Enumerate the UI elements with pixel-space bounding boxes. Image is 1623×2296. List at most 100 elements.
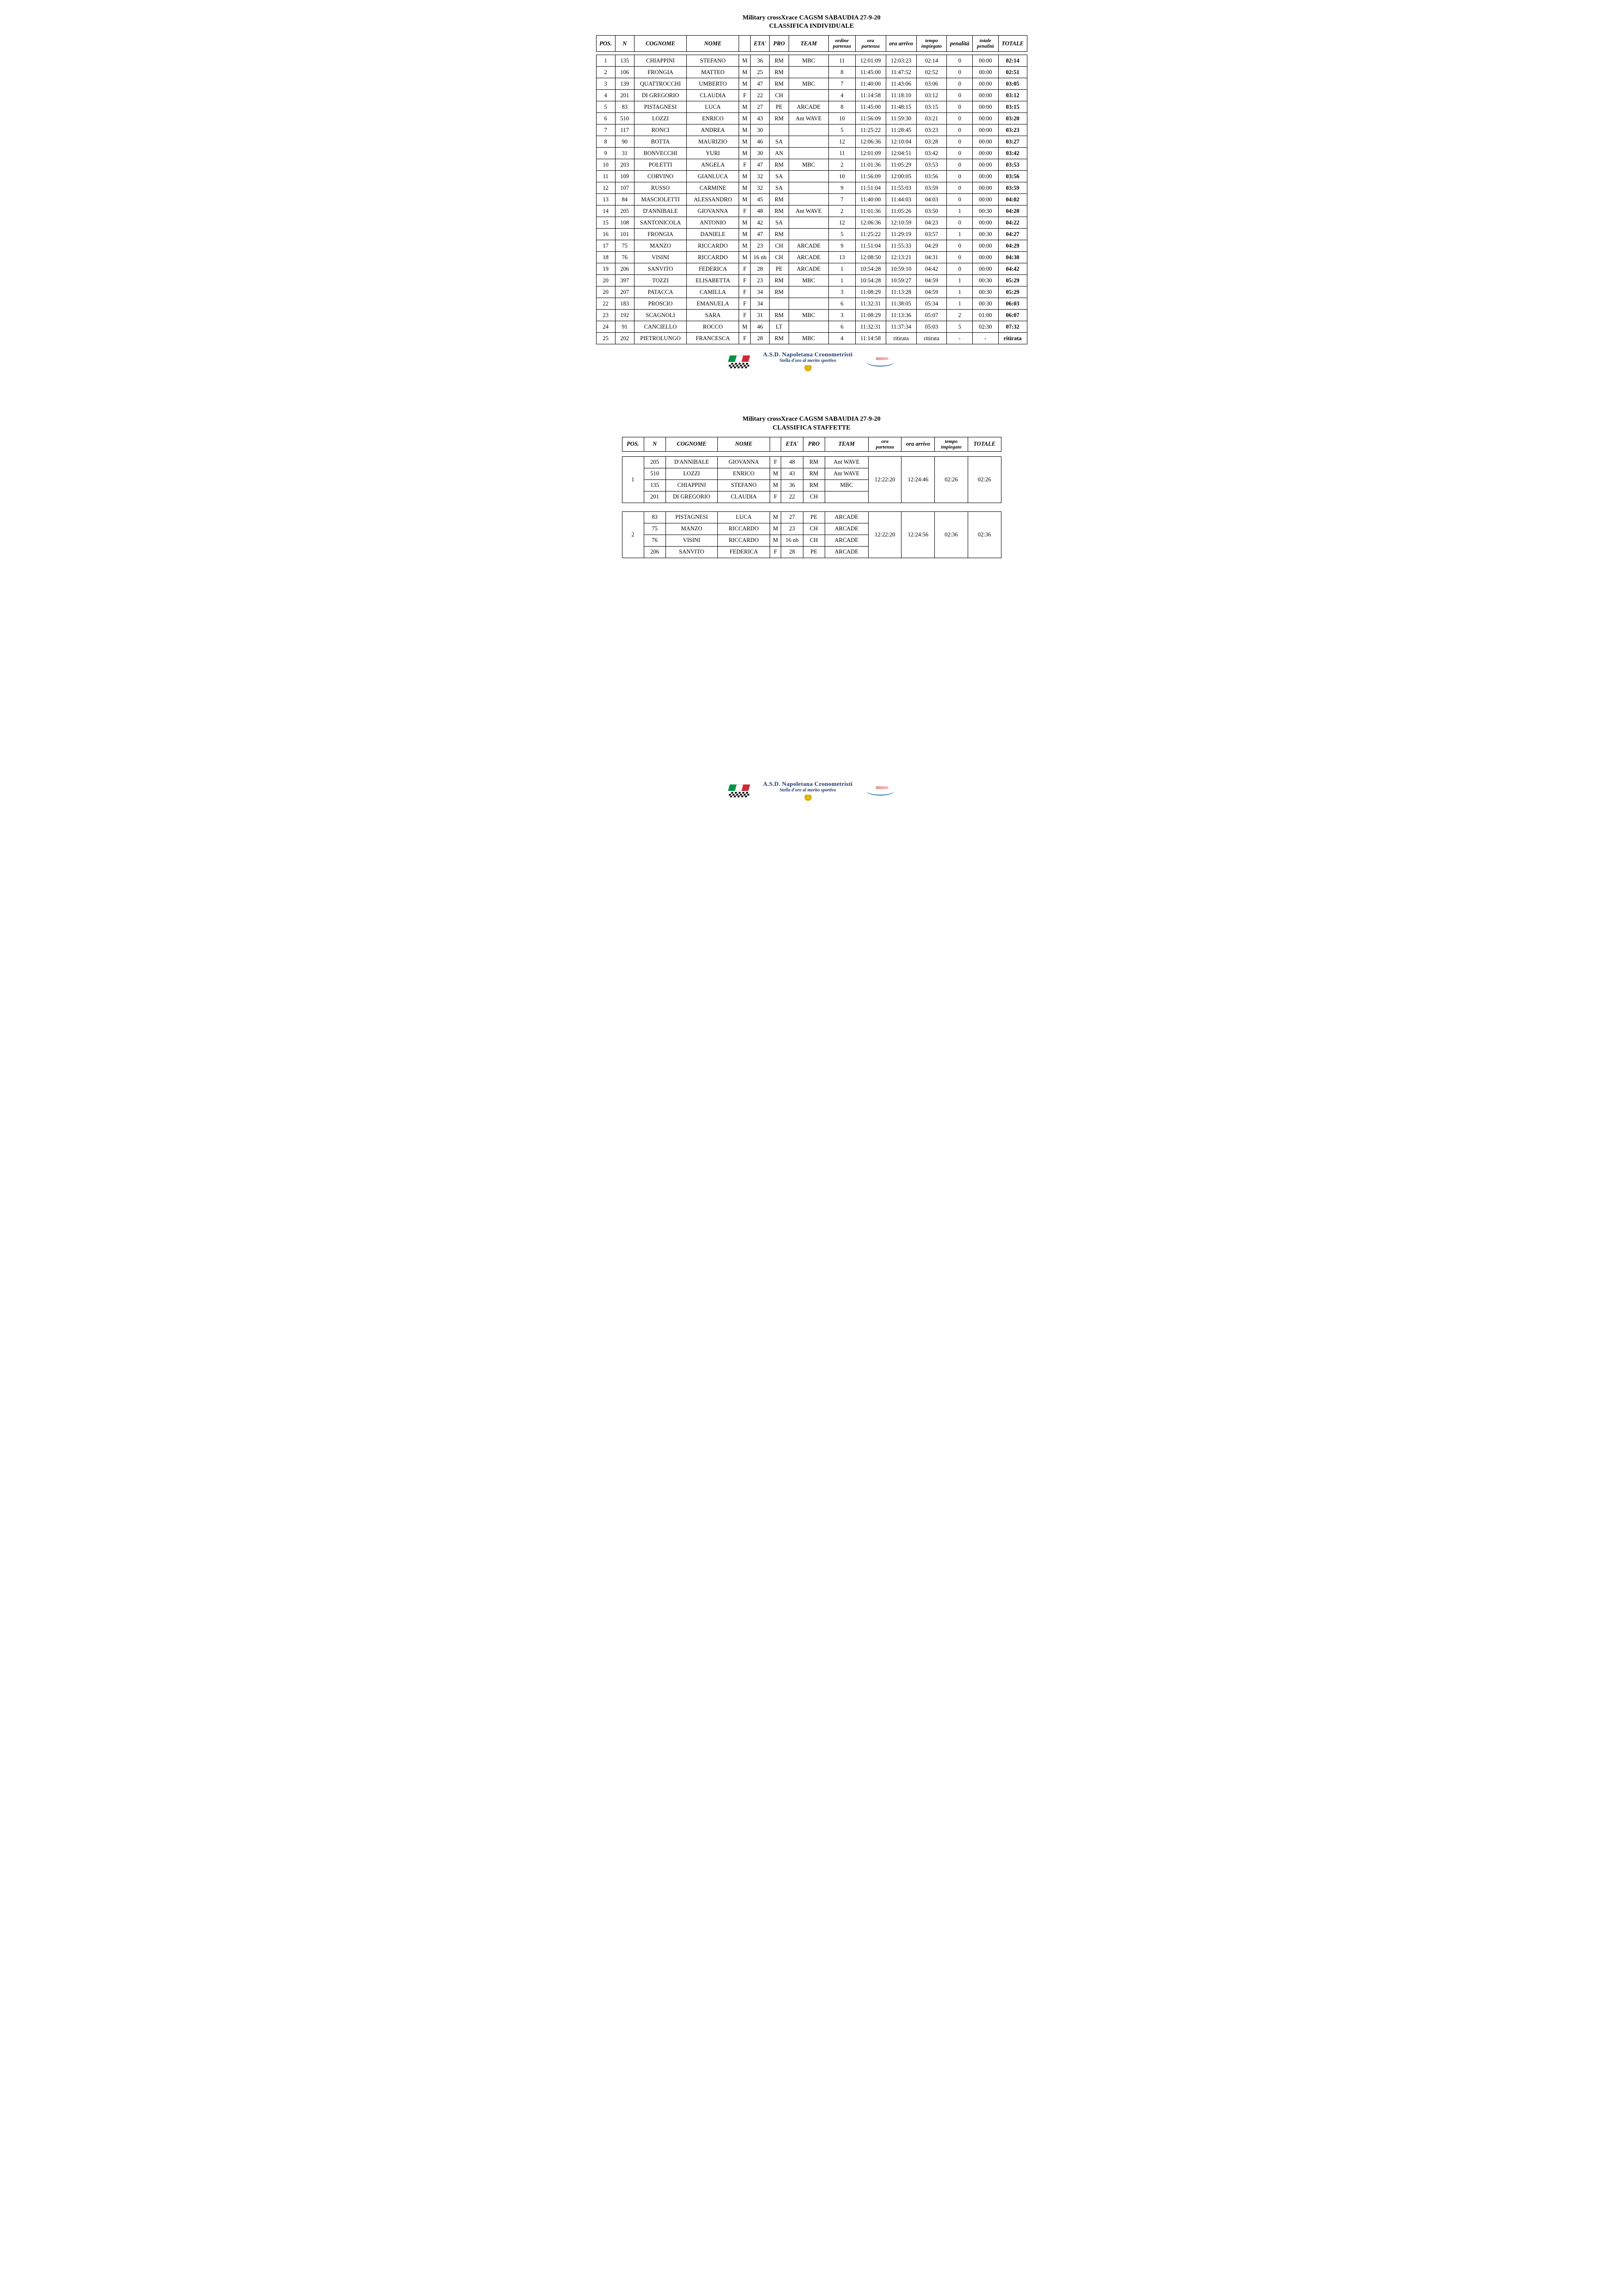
cell: 05:29 [998, 286, 1027, 298]
cell [789, 171, 829, 182]
col-header [739, 36, 751, 52]
cell: 45 [751, 194, 770, 205]
cell: 6 [829, 321, 856, 333]
cell: 11:08:29 [855, 286, 886, 298]
cell: 03:15 [916, 101, 947, 113]
table-row: 25202PIETROLUNGOFRANCESCAF28RMMBC411:14:… [596, 333, 1027, 344]
cell: 13 [596, 194, 615, 205]
cell: MANZO [665, 523, 718, 535]
cell: M [739, 148, 751, 159]
cell: 03:57 [916, 229, 947, 240]
cell: MBC [789, 159, 829, 171]
cell: ENRICO [687, 113, 739, 124]
cell: 03:23 [998, 124, 1027, 136]
cell: 0 [947, 148, 973, 159]
cell: CANCIELLO [634, 321, 686, 333]
cell: M [739, 78, 751, 90]
cell: CHIAPPINI [665, 479, 718, 491]
cell: 03:28 [916, 136, 947, 148]
cell: 3 [829, 286, 856, 298]
cell: ELISABETTA [687, 275, 739, 286]
cell: M [770, 479, 781, 491]
cell: 101 [615, 229, 634, 240]
cell: 28 [781, 546, 803, 558]
col-header: COGNOME [634, 36, 686, 52]
cell: 31 [615, 148, 634, 159]
cell: M [770, 523, 781, 535]
table-row: 1876VISINIRICCARDOM16 nbCHARCADE1312:08:… [596, 252, 1027, 263]
col-header: ordinepartenza [829, 36, 856, 52]
table-row: 890BOTTAMAURIZIOM46SA1212:06:3612:10:040… [596, 136, 1027, 148]
cell: CH [803, 491, 825, 503]
cell: RM [770, 113, 789, 124]
crest-icon-2 [803, 795, 813, 801]
cell: 7 [829, 194, 856, 205]
cell: 04:03 [916, 194, 947, 205]
cell: ARCADE [825, 511, 868, 523]
cell: 6 [596, 113, 615, 124]
col-header: totalepenalità [973, 36, 999, 52]
cell: 2 [596, 67, 615, 78]
cell: EMANUELA [687, 298, 739, 310]
cell: ENRICO [718, 468, 770, 479]
table-row: 283PISTAGNESILUCAM27PEARCADE12:22:2012:2… [622, 511, 1001, 523]
relay-totale: 02:36 [968, 511, 1001, 558]
cell: 03:42 [916, 148, 947, 159]
cell: 2 [829, 159, 856, 171]
cell: 28 [751, 263, 770, 275]
cell: 04:42 [916, 263, 947, 275]
relay-ora_arrivo: 12:24:56 [902, 511, 935, 558]
cell: CLAUDIA [718, 491, 770, 503]
cell: 3 [829, 310, 856, 321]
cell: LOZZI [634, 113, 686, 124]
cell [789, 321, 829, 333]
table-row: 7117RONCIANDREAM30511:25:2211:28:4503:23… [596, 124, 1027, 136]
cell: MBC [789, 333, 829, 344]
cell: 27 [751, 101, 770, 113]
cell: 20 [596, 275, 615, 286]
table-row: 1775MANZORICCARDOM23CHARCADE911:51:0411:… [596, 240, 1027, 252]
cell: 1 [947, 229, 973, 240]
col-header: ETA' [781, 437, 803, 451]
cell: SCAGNOLI [634, 310, 686, 321]
cell: 0 [947, 182, 973, 194]
cell: 76 [644, 535, 665, 546]
cell: 117 [615, 124, 634, 136]
cell: 00:00 [973, 171, 999, 182]
cell: 03:53 [998, 159, 1027, 171]
cell: 47 [751, 159, 770, 171]
cell [789, 182, 829, 194]
cell: 18 [596, 252, 615, 263]
cell: 0 [947, 159, 973, 171]
cell: 11:14:58 [855, 90, 886, 101]
cell: 9 [596, 148, 615, 159]
page-title-relay: Military crossXrace CAGSM SABAUDIA 27-9-… [15, 415, 1608, 432]
cell: 2 [829, 205, 856, 217]
cell: 22 [596, 298, 615, 310]
cell: 04:29 [998, 240, 1027, 252]
cell: 12:03:23 [886, 55, 916, 67]
cell: 11:43:06 [886, 78, 916, 90]
cell: 06:03 [998, 298, 1027, 310]
cell: PROSCIO [634, 298, 686, 310]
cell: 0 [947, 136, 973, 148]
cell: M [739, 252, 751, 263]
cell: 11:25:22 [855, 124, 886, 136]
cell: RUSSO [634, 182, 686, 194]
cell: 48 [781, 456, 803, 468]
cell: GIOVANNA [687, 205, 739, 217]
cell: 11:14:58 [855, 333, 886, 344]
col-header: PRO [770, 36, 789, 52]
cell: ARCADE [789, 240, 829, 252]
cell: M [770, 468, 781, 479]
cell: POLETTI [634, 159, 686, 171]
cell: F [770, 546, 781, 558]
cell: RM [803, 468, 825, 479]
cell: ARCADE [789, 263, 829, 275]
cell: 02:14 [916, 55, 947, 67]
cell: GIANLUCA [687, 171, 739, 182]
table-row: 12107RUSSOCARMINEM32SA911:51:0411:55:030… [596, 182, 1027, 194]
cell: Ant WAVE [825, 456, 868, 468]
cell: RM [770, 194, 789, 205]
cell: 0 [947, 252, 973, 263]
